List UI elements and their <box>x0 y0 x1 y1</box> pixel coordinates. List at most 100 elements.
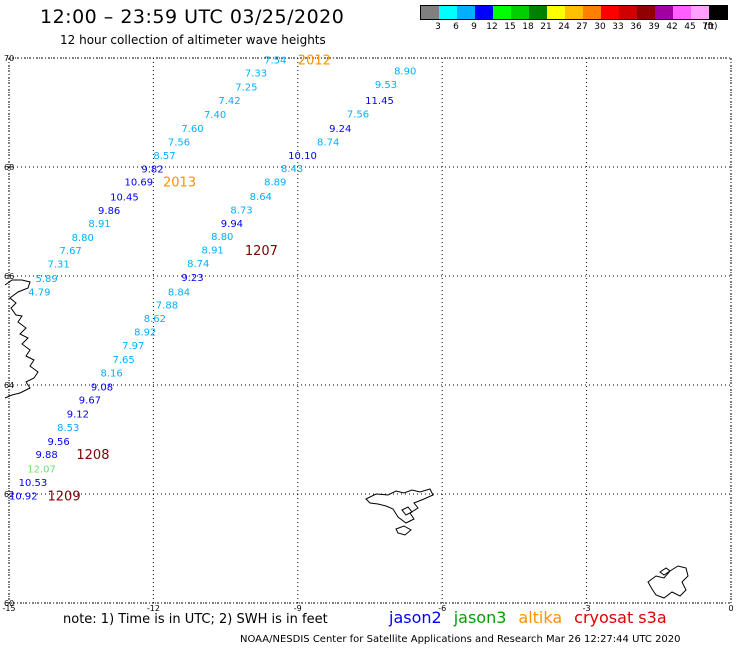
graticule <box>8 57 732 604</box>
legend-swatch <box>457 6 475 19</box>
coastlines <box>4 279 689 599</box>
wave-height-value: 7.60 <box>181 124 203 135</box>
lat-tick-label: 64 <box>4 381 14 390</box>
legend-swatch <box>601 6 619 19</box>
faroe-islet <box>401 506 413 516</box>
wave-height-value: 9.88 <box>35 450 57 461</box>
wave-height-value: 10.92 <box>9 492 38 503</box>
lon-tick-label: -15 <box>2 604 15 613</box>
legend-swatch <box>547 6 565 19</box>
satellite-name: cryosat s3a <box>574 608 667 627</box>
legend-label: 30 <box>594 22 606 32</box>
lat-tick-label: 60 <box>4 599 14 608</box>
wave-height-value: 9.53 <box>375 80 397 91</box>
wave-height-value: 7.97 <box>122 341 144 352</box>
wave-height-value: 7.54 <box>264 56 286 67</box>
axis-tick-labels: -15 -12 -9 -6 -3 0 70 68 66 64 62 60 <box>2 54 733 613</box>
pass-time-label: 1207 <box>245 244 278 259</box>
wave-height-value: 8.64 <box>250 192 272 203</box>
map-frame <box>8 57 732 604</box>
wave-height-value: 8.16 <box>100 368 122 379</box>
pass-time-label: 1208 <box>76 448 109 463</box>
wave-height-value: 8.74 <box>187 259 209 270</box>
legend-label: 36 <box>630 22 642 32</box>
legend-swatch <box>421 6 439 19</box>
wave-height-value: 9.24 <box>329 124 351 135</box>
legend-label: 3 <box>435 22 441 32</box>
wave-height-value: 8.84 <box>168 287 190 298</box>
wave-height-value: 7.67 <box>60 246 82 257</box>
legend-swatch <box>439 6 457 19</box>
wave-height-value: 9.08 <box>91 383 113 394</box>
legend-swatch <box>475 6 493 19</box>
legend-label: 39 <box>648 22 660 32</box>
legend-unit: (ft) <box>704 22 718 32</box>
legend-labels: 3 6 9 12 15 18 21 24 27 30 33 36 39 42 45 70 <box>420 22 728 32</box>
faroe-islet <box>395 525 412 536</box>
lon-tick-label: -3 <box>583 604 591 613</box>
wave-height-value: 7.65 <box>112 355 134 366</box>
legend-swatch <box>709 6 727 19</box>
wave-height-value: 10.45 <box>110 192 139 203</box>
legend-swatch <box>493 6 511 19</box>
wave-height-value: 9.56 <box>48 437 70 448</box>
wave-height-value: 9.23 <box>181 273 203 284</box>
wave-height-value: 10.69 <box>125 178 154 189</box>
map-subtitle: 12 hour collection of altimeter wave hei… <box>60 33 326 47</box>
pass-time-labels: 2012 2013 1207 1208 1209 <box>48 54 331 505</box>
wave-height-value: 7.31 <box>48 259 70 270</box>
wave-height-value: 10.10 <box>288 151 317 162</box>
lat-tick-label: 66 <box>4 272 14 281</box>
legend-swatch <box>691 6 709 19</box>
legend-label: 33 <box>612 22 624 32</box>
legend-label: 12 <box>486 22 498 32</box>
lat-tick-label: 70 <box>4 54 14 63</box>
lat-tick-label: 68 <box>4 163 14 172</box>
legend-swatch <box>655 6 673 19</box>
satellite-name: altika <box>518 608 563 627</box>
wave-height-value: 8.53 <box>57 423 79 434</box>
legend-label: 24 <box>558 22 570 32</box>
legend-swatch <box>673 6 691 19</box>
wave-height-value: 8.80 <box>72 233 94 244</box>
wave-height-value: 8.89 <box>264 178 286 189</box>
wave-height-value: 9.94 <box>221 219 243 230</box>
legend-swatch <box>511 6 529 19</box>
lon-tick-label: -6 <box>438 604 446 613</box>
wave-height-value: 8.74 <box>317 137 339 148</box>
wave-height-value: 8.43 <box>281 164 303 175</box>
pass-time-label: 2013 <box>163 176 196 191</box>
shetland-islet <box>659 567 671 576</box>
lon-tick-label: -9 <box>294 604 302 613</box>
lon-tick-label: 0 <box>728 604 733 613</box>
wave-height-value: 8.90 <box>394 67 416 78</box>
wave-height-value: 8.57 <box>153 151 175 162</box>
satellite-name: jason2 <box>389 608 442 627</box>
wave-height-value: 7.33 <box>245 69 267 80</box>
wave-height-value: 8.92 <box>134 328 156 339</box>
legend-label: 18 <box>522 22 534 32</box>
wave-height-value: 9.86 <box>98 206 120 217</box>
footer-note: note: 1) Time is in UTC; 2) SWH is in fe… <box>63 612 328 627</box>
wave-height-value: 7.25 <box>235 82 257 93</box>
lon-tick-label: -12 <box>147 604 160 613</box>
wave-height-value: 10.53 <box>19 478 48 489</box>
satellite-legend: jason2 jason3 altika cryosat s3a <box>389 608 679 627</box>
legend-swatch <box>529 6 547 19</box>
wave-height-value: 7.88 <box>156 300 178 311</box>
wave-height-value: 8.73 <box>230 206 252 217</box>
wave-height-value: 8.91 <box>88 219 110 230</box>
wave-height-value: 5.89 <box>35 274 57 285</box>
legend-swatch <box>583 6 601 19</box>
legend-label: 27 <box>576 22 588 32</box>
faroe-islands <box>365 488 434 524</box>
wave-height-value: 4.79 <box>28 287 50 298</box>
legend-label: 45 <box>684 22 696 32</box>
legend-label: 9 <box>471 22 477 32</box>
legend-label: 70 <box>702 22 714 32</box>
legend-label: 15 <box>504 22 516 32</box>
wave-height-legend: 3 6 9 12 15 18 21 24 27 30 33 36 39 42 45 70 (ft) <box>420 5 728 32</box>
map-title: 12:00 – 23:59 UTC 03/25/2020 <box>40 6 345 28</box>
shetland-islands <box>647 565 689 599</box>
